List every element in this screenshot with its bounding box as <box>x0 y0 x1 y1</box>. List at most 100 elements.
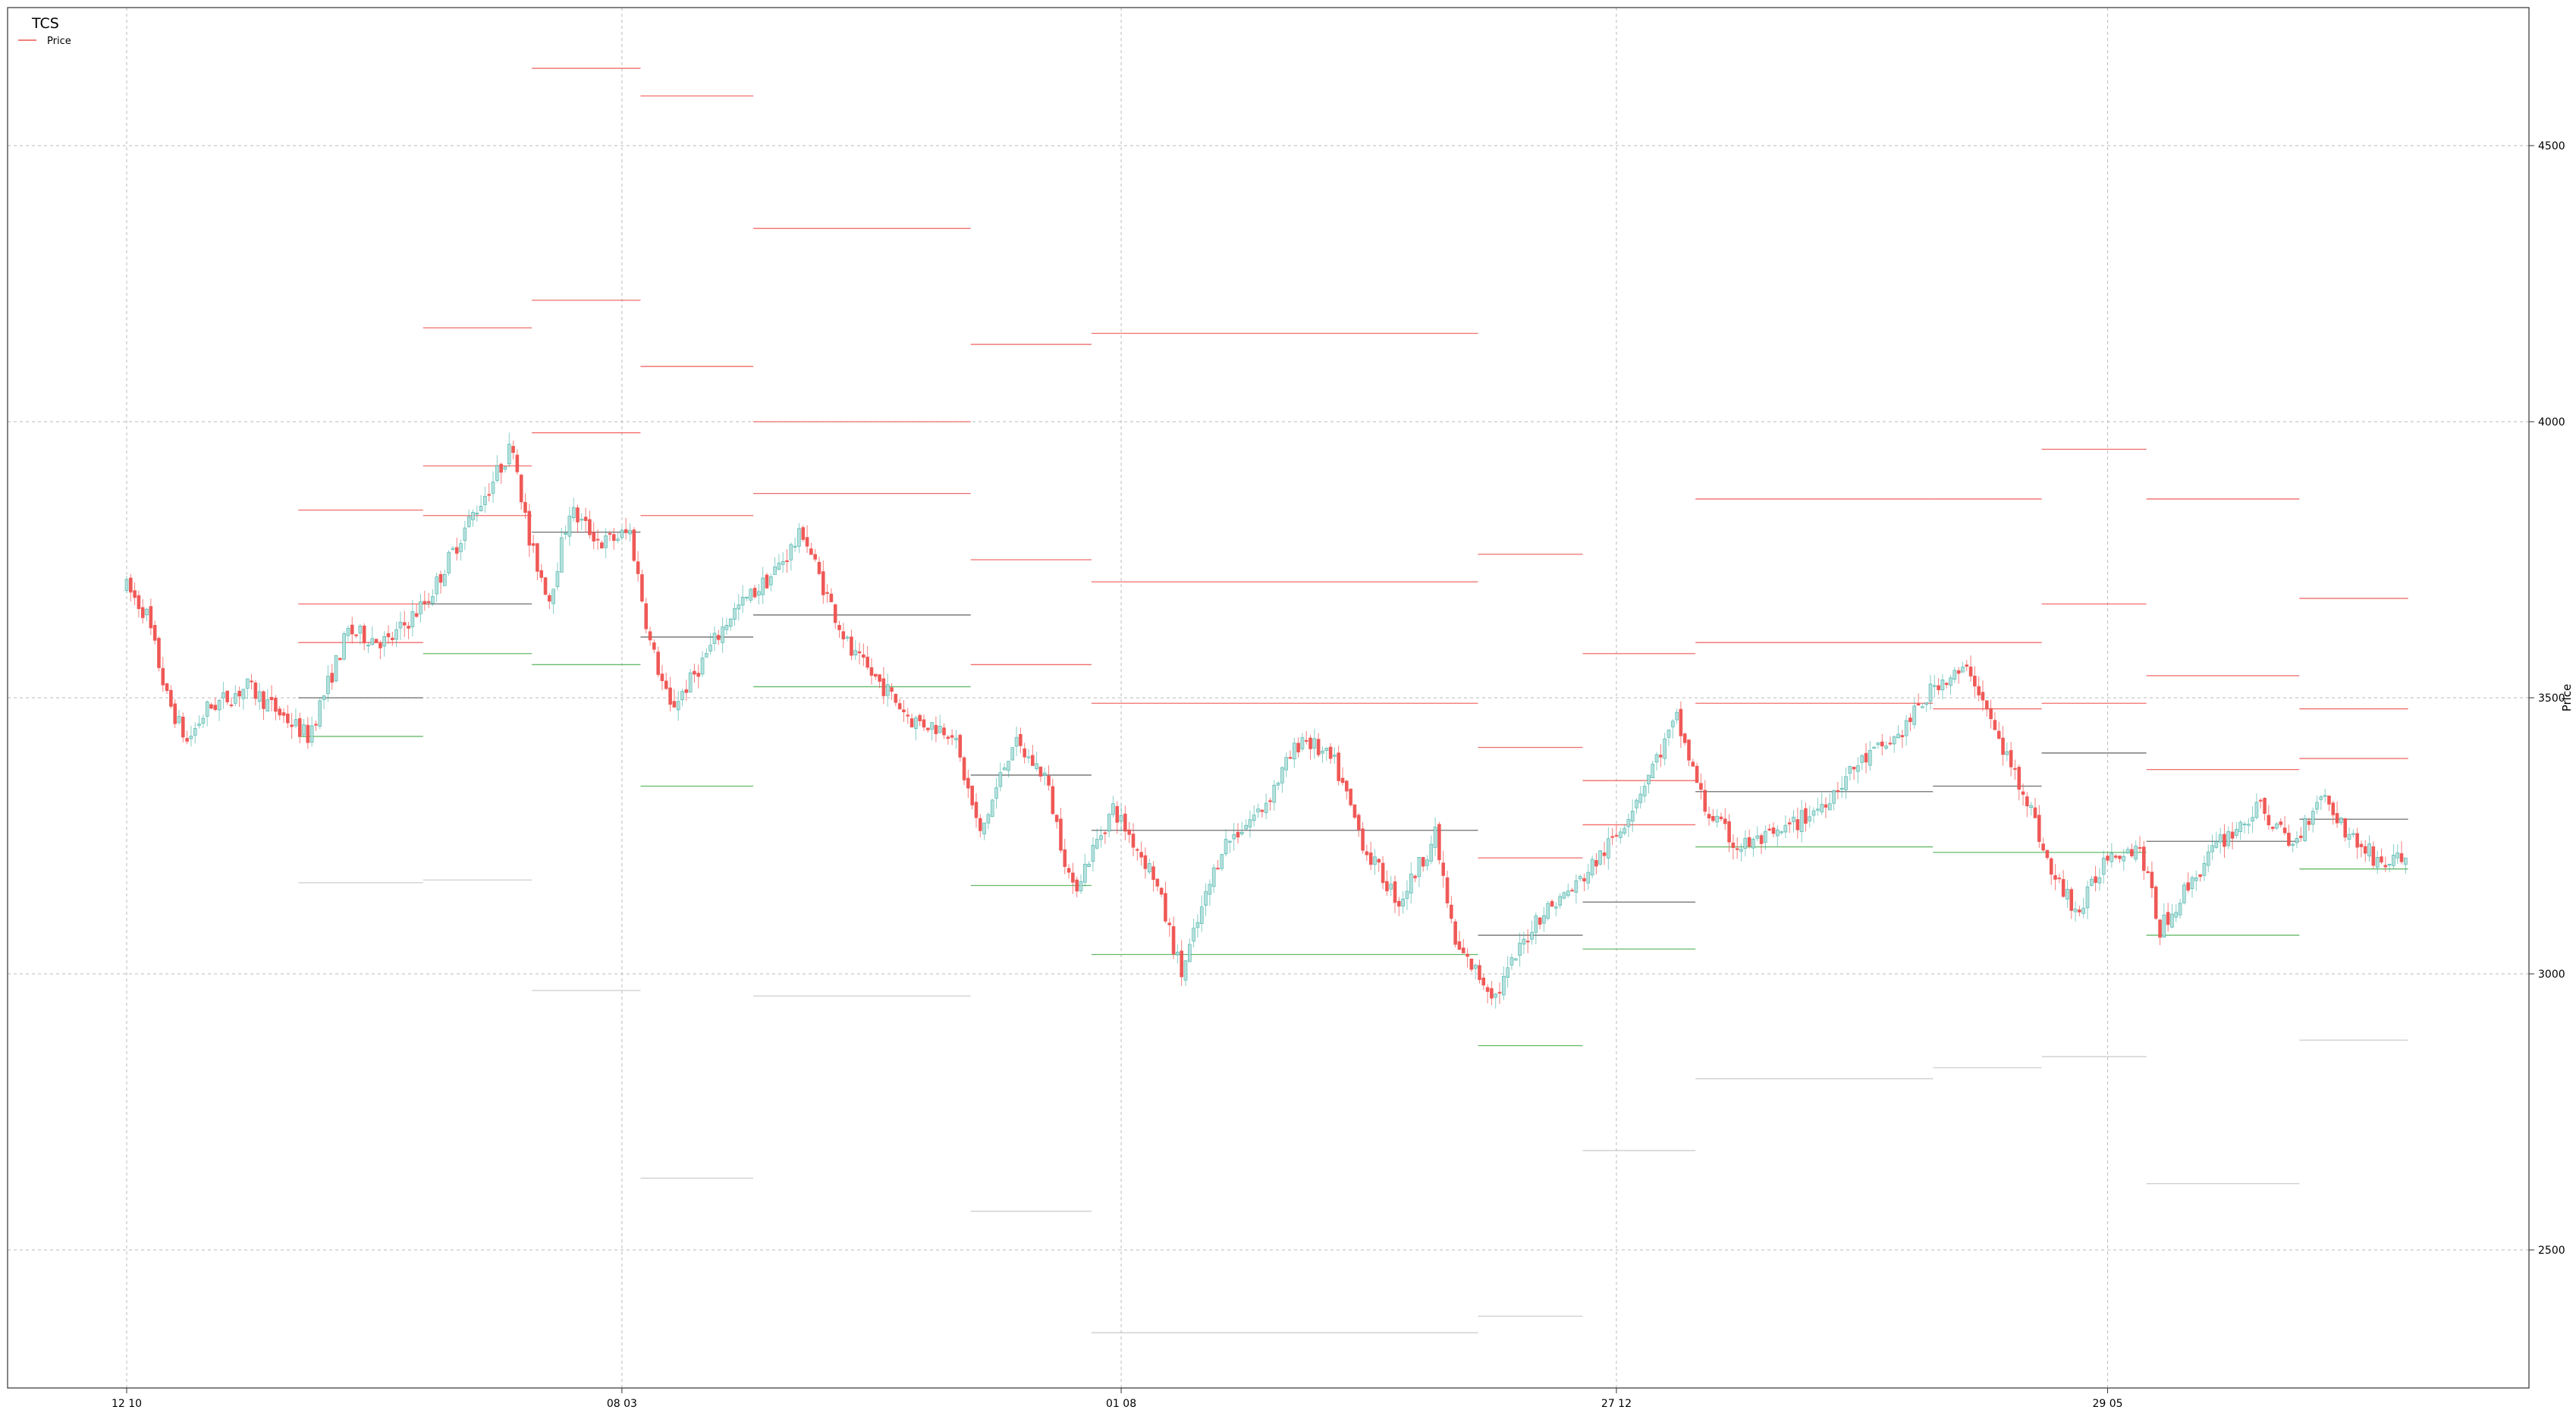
candle-body <box>1932 685 1937 687</box>
candle-body <box>2223 834 2226 847</box>
candle-body <box>1333 754 1337 757</box>
candle-body <box>181 716 185 738</box>
candle-body <box>265 699 270 712</box>
x-tick-label: 27 12 <box>1601 1398 1632 1410</box>
candle-body <box>463 527 467 541</box>
candle-body <box>402 622 407 626</box>
candle-body <box>2033 807 2037 818</box>
candle-body <box>1248 819 1252 827</box>
candle-body <box>1071 872 1075 883</box>
candle-body <box>1550 901 1554 907</box>
candle-body <box>1578 876 1582 880</box>
candle-body <box>857 651 862 654</box>
candle-body <box>1079 881 1083 891</box>
candle-body <box>628 529 632 535</box>
candle-body <box>2299 835 2303 838</box>
candle-body <box>2263 798 2267 814</box>
candle-body <box>1007 761 1010 771</box>
candle-body <box>1711 815 1715 821</box>
candle-body <box>1811 810 1816 816</box>
candle-body <box>1131 834 1136 848</box>
candle-body <box>1180 950 1183 978</box>
candle-body <box>1703 790 1707 812</box>
candle-body <box>966 777 970 789</box>
candle-body <box>386 633 391 638</box>
candle-body <box>519 474 523 503</box>
candle-body <box>837 624 841 630</box>
candle-body <box>1767 828 1771 831</box>
candle-body <box>2335 813 2339 824</box>
candle-body <box>733 608 737 620</box>
candle-body <box>1002 767 1007 771</box>
y-tick-label: 4000 <box>2538 416 2565 429</box>
candle-body <box>1075 879 1079 892</box>
candle-body <box>475 513 479 515</box>
candle-body <box>1607 838 1610 859</box>
candle-body <box>161 667 165 686</box>
candle-body <box>1534 915 1538 933</box>
candle-body <box>1996 730 2001 739</box>
candle-body <box>2206 851 2210 866</box>
candle-body <box>2235 829 2238 836</box>
candle-body <box>1808 816 1812 821</box>
candle-body <box>1626 819 1631 827</box>
candle-body <box>2295 837 2299 843</box>
candle-body <box>177 716 181 724</box>
candle-body <box>1904 720 1908 736</box>
candle-body <box>487 494 492 496</box>
candle-body <box>1035 763 1038 769</box>
candle-body <box>588 519 592 535</box>
candle-body <box>2182 884 2186 903</box>
candle-body <box>902 709 906 712</box>
candle-body <box>189 736 193 739</box>
candle-body <box>1465 953 1469 957</box>
candle-body <box>447 551 451 573</box>
candle-body <box>881 678 886 696</box>
candle-body <box>1457 941 1462 950</box>
candle-body <box>145 608 149 616</box>
candle-body <box>862 654 865 658</box>
pivot-level-lines <box>298 68 2408 1333</box>
candle-body <box>2194 877 2198 881</box>
candle-body <box>1204 891 1208 906</box>
candle-body <box>366 645 370 647</box>
candle-body <box>2247 824 2251 826</box>
candle-body <box>391 637 394 640</box>
candle-body <box>217 700 221 711</box>
candle-body <box>237 690 241 697</box>
candle-body <box>1659 755 1663 758</box>
candle-body <box>1054 815 1059 822</box>
candle-body <box>2331 802 2336 815</box>
candle-body <box>1240 831 1244 834</box>
candle-body <box>382 636 387 647</box>
candle-body <box>600 542 604 549</box>
candle-body <box>1417 857 1422 878</box>
candle-body <box>652 642 656 650</box>
candle-body <box>451 548 455 550</box>
candle-body <box>1695 765 1699 783</box>
candle-body <box>1236 831 1240 838</box>
candle-body <box>1478 965 1481 981</box>
candle-body <box>2150 871 2154 889</box>
candle-body <box>2395 853 2400 859</box>
candle-body <box>1127 829 1131 835</box>
candle-body <box>805 537 809 547</box>
y-tick-label: 3500 <box>2538 692 2565 705</box>
candle-body <box>1518 943 1522 956</box>
candle-body <box>555 571 560 587</box>
candle-body <box>1506 967 1509 978</box>
candle-body <box>398 621 403 629</box>
candle-body <box>1747 837 1751 847</box>
candle-body <box>2153 887 2158 919</box>
candle-body <box>2162 915 2166 938</box>
candle-body <box>640 574 644 602</box>
candle-body <box>595 539 600 541</box>
candle-body <box>149 606 153 629</box>
candle-body <box>817 561 821 574</box>
legend: Price <box>18 36 71 47</box>
candle-body <box>1437 824 1441 861</box>
candle-body <box>1103 832 1107 834</box>
candle-body <box>853 650 858 655</box>
candle-body <box>1896 733 1900 739</box>
